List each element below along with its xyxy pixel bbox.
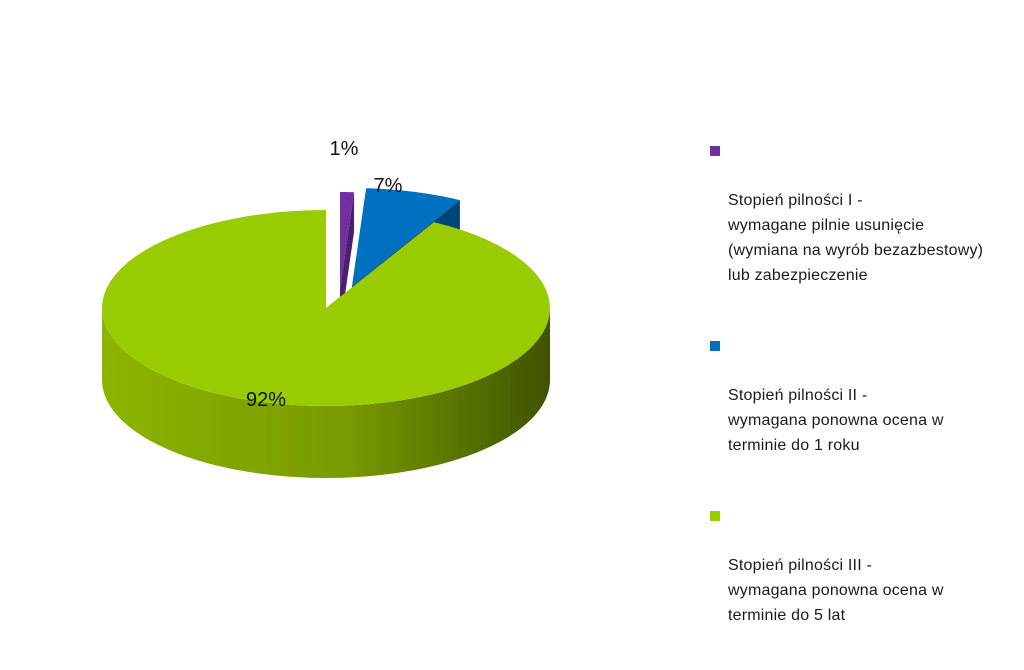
pie-slice-top-2 bbox=[352, 188, 460, 286]
legend-item-stopien-1: Stopień pilności I - wymagane pilnie usu… bbox=[708, 138, 1024, 288]
data-label-2: 7% bbox=[374, 175, 403, 197]
pie-slice-top-3 bbox=[102, 210, 550, 406]
data-label-1: 1% bbox=[330, 138, 359, 160]
pie-slice-3 bbox=[102, 210, 550, 478]
pie-slice-side-3 bbox=[102, 308, 550, 478]
legend-label-stopien-3: Stopień pilności III - wymagana ponowna … bbox=[728, 557, 944, 624]
legend-swatch-stopien-3 bbox=[710, 511, 720, 521]
legend-swatch-stopien-1 bbox=[710, 146, 720, 156]
legend-swatch-stopien-2 bbox=[710, 341, 720, 351]
legend-item-stopien-2: Stopień pilności II - wymagana ponowna o… bbox=[708, 333, 1024, 458]
pie-slice-top-1 bbox=[340, 192, 355, 290]
legend-item-stopien-3: Stopień pilności III - wymagana ponowna … bbox=[708, 503, 1024, 628]
data-label-3: 92% bbox=[246, 389, 286, 411]
legend: Stopień pilności I - wymagane pilnie usu… bbox=[708, 138, 1024, 628]
legend-label-stopien-1: Stopień pilności I - wymagane pilnie usu… bbox=[728, 192, 984, 284]
legend-label-stopien-2: Stopień pilności II - wymagana ponowna o… bbox=[728, 387, 944, 454]
